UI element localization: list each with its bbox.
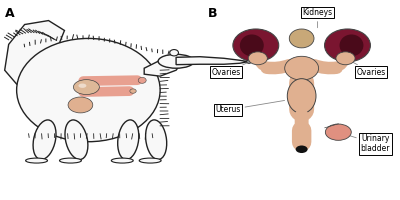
- Polygon shape: [176, 57, 248, 65]
- Ellipse shape: [33, 120, 56, 160]
- Ellipse shape: [296, 145, 308, 153]
- Ellipse shape: [289, 29, 314, 48]
- Polygon shape: [5, 21, 64, 88]
- FancyArrowPatch shape: [341, 62, 344, 65]
- Ellipse shape: [60, 158, 82, 163]
- FancyArrowPatch shape: [83, 91, 130, 92]
- Text: B: B: [208, 7, 218, 20]
- Ellipse shape: [285, 56, 318, 80]
- Ellipse shape: [118, 120, 139, 160]
- FancyArrowPatch shape: [83, 80, 138, 81]
- Ellipse shape: [111, 158, 133, 163]
- Ellipse shape: [139, 158, 161, 163]
- Ellipse shape: [287, 79, 316, 113]
- Ellipse shape: [325, 124, 351, 140]
- Ellipse shape: [26, 158, 48, 163]
- Polygon shape: [144, 56, 184, 76]
- Ellipse shape: [170, 50, 178, 56]
- Ellipse shape: [130, 89, 136, 93]
- Ellipse shape: [340, 34, 364, 56]
- Ellipse shape: [248, 52, 267, 65]
- Ellipse shape: [138, 77, 146, 83]
- Ellipse shape: [158, 54, 194, 68]
- Text: Ovaries: Ovaries: [348, 60, 386, 77]
- Text: A: A: [5, 7, 14, 20]
- Text: Kidneys: Kidneys: [302, 8, 333, 28]
- Ellipse shape: [247, 60, 252, 63]
- Text: Urinary
bladder: Urinary bladder: [341, 133, 390, 153]
- Ellipse shape: [233, 29, 279, 62]
- Ellipse shape: [74, 80, 99, 95]
- Text: Ovaries: Ovaries: [211, 59, 255, 77]
- Ellipse shape: [324, 29, 370, 62]
- Ellipse shape: [17, 38, 160, 142]
- Ellipse shape: [146, 120, 167, 160]
- Ellipse shape: [336, 52, 355, 65]
- Text: Uterus: Uterus: [215, 100, 284, 114]
- FancyArrowPatch shape: [260, 62, 262, 65]
- FancyArrowPatch shape: [266, 65, 289, 68]
- Ellipse shape: [65, 120, 88, 160]
- Ellipse shape: [78, 84, 86, 88]
- FancyArrowPatch shape: [314, 65, 337, 68]
- Ellipse shape: [240, 34, 264, 56]
- Ellipse shape: [68, 97, 93, 113]
